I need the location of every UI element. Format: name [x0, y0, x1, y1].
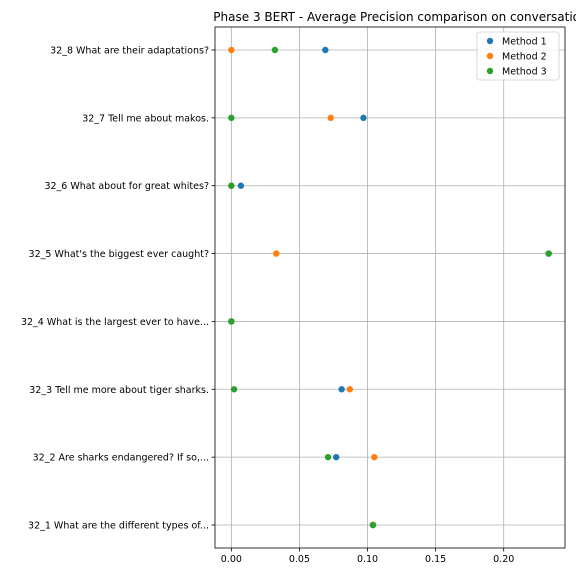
y-category-label: 32_3 Tell me more about tiger sharks. — [29, 385, 209, 396]
marks-layer — [228, 46, 552, 529]
y-category-label: 32_8 What are their adaptations? — [50, 46, 209, 57]
legend-marker — [486, 52, 494, 60]
data-point — [228, 182, 235, 189]
data-point — [228, 318, 235, 325]
y-category-label: 32_5 What's the biggest ever caught? — [29, 249, 209, 260]
y-category-label: 32_6 What about for great whites? — [44, 181, 209, 192]
y-category-label: 32_7 Tell me about makos. — [82, 113, 209, 124]
data-point — [324, 453, 332, 461]
y-category-label: 32_2 Are sharks endangered? If so,... — [33, 453, 209, 464]
data-point — [327, 114, 334, 122]
plot-frame — [214, 26, 566, 549]
legend-label: Method 1 — [502, 37, 547, 48]
chart-title: Phase 3 BERT - Average Precision compari… — [213, 10, 576, 24]
legend-box — [476, 31, 560, 81]
x-tick-label: 0.15 — [425, 554, 446, 565]
x-tick-label: 0.10 — [357, 554, 378, 565]
data-point — [369, 521, 377, 529]
data-point — [273, 250, 280, 257]
legend-marker — [486, 67, 494, 75]
x-tick-label: 0.05 — [289, 554, 310, 565]
data-point — [333, 453, 340, 461]
x-tick-label: 0.20 — [493, 554, 514, 565]
data-point — [371, 453, 378, 461]
axes-layer: 0.00 0.05 0.10 0.15 0.20 32_1 What are the di… — [21, 46, 514, 566]
data-point — [545, 250, 552, 257]
y-category-label: 32_4 What is the largest ever to have... — [21, 317, 209, 328]
x-tick-label: 0.00 — [221, 554, 242, 565]
data-point — [322, 46, 329, 54]
data-point — [228, 46, 235, 54]
data-point — [338, 386, 345, 393]
legend-label: Method 2 — [502, 52, 547, 63]
grid-layer — [215, 27, 565, 548]
data-point — [228, 114, 235, 122]
y-category-label: 32_1 What are the different types of... — [28, 521, 209, 532]
legend: Method 1 Method 2 Method 3 — [476, 31, 560, 81]
legend-label: Method 3 — [502, 67, 547, 78]
data-point — [237, 182, 245, 189]
data-point — [230, 386, 238, 393]
data-point — [271, 46, 279, 54]
legend-marker — [486, 37, 494, 45]
data-point — [346, 386, 354, 393]
data-point — [360, 114, 367, 122]
